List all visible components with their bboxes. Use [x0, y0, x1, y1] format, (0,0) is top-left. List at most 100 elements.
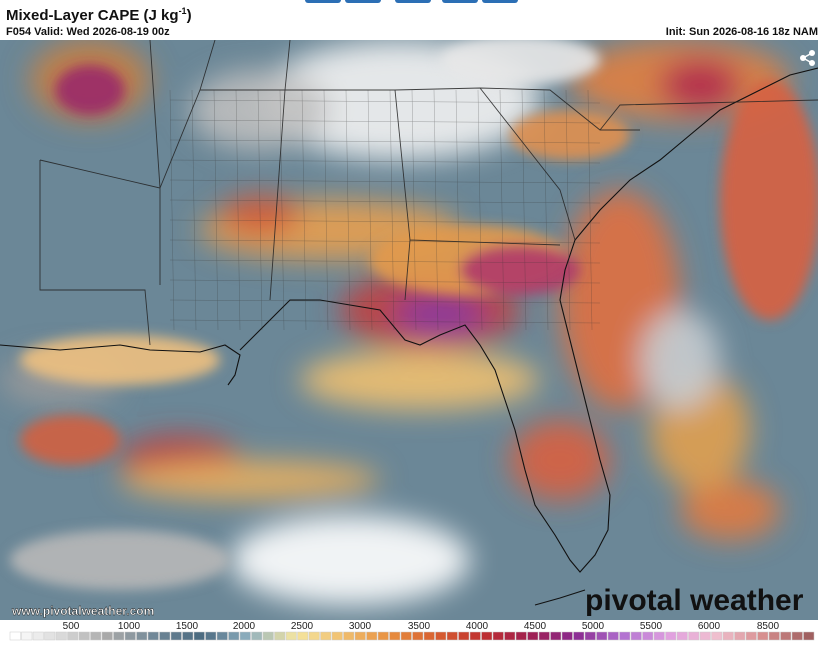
colorbar-swatch — [159, 631, 171, 641]
county-line — [279, 89, 285, 331]
county-line — [587, 89, 593, 331]
colorbar-swatch — [665, 631, 677, 641]
colorbar-label: 5000 — [582, 621, 605, 632]
colorbar-swatch — [400, 631, 412, 641]
colorbar-label: 500 — [63, 621, 80, 632]
colorbar-swatch — [791, 631, 803, 641]
colorbar-swatch — [90, 631, 102, 641]
map: www.pivotalweather.com pivotal weather — [0, 40, 818, 620]
colorbar: 500 1000 1500 2000 2500 3000 3500 4000 4500 5000 5… — [9, 621, 815, 641]
colorbar-swatch — [630, 631, 642, 641]
colorbar-swatch — [262, 631, 274, 641]
title-text: Mixed-Layer CAPE (J kg — [6, 7, 179, 24]
county-line — [521, 89, 527, 331]
county-line — [367, 89, 373, 331]
cape-blob — [510, 420, 610, 500]
colorbar-swatch — [389, 631, 401, 641]
cape-blob — [440, 40, 600, 85]
colorbar-swatch — [458, 631, 470, 641]
county-line — [323, 89, 329, 331]
county-line — [477, 89, 483, 331]
colorbar-label: 8500 — [757, 621, 780, 632]
colorbar-label: 6000 — [698, 621, 721, 632]
share-icon[interactable] — [800, 50, 815, 66]
cape-core — [10, 40, 818, 590]
brand: pivotal weather — [585, 584, 804, 617]
cape-blob — [660, 60, 740, 110]
valid-time: F054 Valid: Wed 2026-08-19 00z — [6, 26, 170, 38]
state-borders — [39, 40, 818, 346]
county-line — [169, 159, 601, 164]
coastline — [0, 67, 818, 573]
colorbar-swatch — [481, 631, 493, 641]
cape-blob — [190, 70, 330, 150]
colorbar-swatch — [734, 631, 746, 641]
county-line — [169, 299, 601, 304]
colorbar-swatch — [32, 631, 44, 641]
coastlines — [0, 67, 818, 606]
cape-blob — [20, 415, 120, 465]
colorbar-swatch — [308, 631, 320, 641]
colorbar-swatch — [412, 631, 424, 641]
colorbar-swatch — [216, 631, 228, 641]
county-line — [169, 239, 601, 244]
county-line — [433, 89, 439, 331]
colorbar-swatch — [78, 631, 90, 641]
colorbar-swatch — [331, 631, 343, 641]
colorbar-swatch — [676, 631, 688, 641]
colorbar-swatch — [193, 631, 205, 641]
colorbar-swatch — [170, 631, 182, 641]
keys — [534, 589, 586, 606]
cape-blob — [10, 530, 230, 590]
colorbar-swatch — [803, 631, 815, 641]
colorbar-swatch — [297, 631, 309, 641]
colorbar-swatch — [44, 631, 56, 641]
cape-blob — [395, 293, 485, 337]
county-line — [169, 99, 601, 104]
colorbar-swatch — [320, 631, 332, 641]
county-line — [169, 179, 601, 184]
colorbar-swatch — [377, 631, 389, 641]
colorbar-swatch — [354, 631, 366, 641]
colorbar-swatch — [67, 631, 79, 641]
county-line — [301, 89, 307, 331]
county-line — [499, 89, 505, 331]
nav-button[interactable] — [442, 0, 478, 3]
colorbar-swatch — [596, 631, 608, 641]
county-line — [235, 89, 241, 331]
colorbar-swatch — [619, 631, 631, 641]
colorbar-swatch — [642, 631, 654, 641]
colorbar-swatch — [780, 631, 792, 641]
colorbar-label: 2000 — [233, 621, 256, 632]
colorbar-swatch — [504, 631, 516, 641]
colorbar-label: 3000 — [349, 621, 372, 632]
colorbar-swatch — [55, 631, 67, 641]
nav-button[interactable] — [305, 0, 341, 3]
colorbar-swatch — [366, 631, 378, 641]
cape-blob — [720, 80, 818, 320]
colorbar-label: 4500 — [524, 621, 547, 632]
county-line — [169, 259, 601, 264]
cape-blob — [300, 350, 540, 410]
colorbar-swatch — [113, 631, 125, 641]
colorbar-swatch — [9, 631, 21, 641]
nav-button[interactable] — [482, 0, 518, 3]
nav-button[interactable] — [345, 0, 381, 3]
title-close: ) — [186, 7, 192, 24]
county-line — [257, 89, 263, 331]
county-line — [169, 319, 601, 324]
county-line — [213, 89, 219, 331]
colorbar-swatch — [688, 631, 700, 641]
colorbar-swatch — [147, 631, 159, 641]
colorbar-swatch — [607, 631, 619, 641]
county-line — [543, 89, 549, 331]
county-line — [345, 89, 351, 331]
county-line — [169, 219, 601, 224]
nav-button[interactable] — [395, 0, 431, 3]
colorbar-label: 4000 — [466, 621, 489, 632]
colorbar-swatch — [561, 631, 573, 641]
colorbar-swatch — [205, 631, 217, 641]
colorbar-label: 3500 — [408, 621, 431, 632]
colorbar-swatch — [492, 631, 504, 641]
